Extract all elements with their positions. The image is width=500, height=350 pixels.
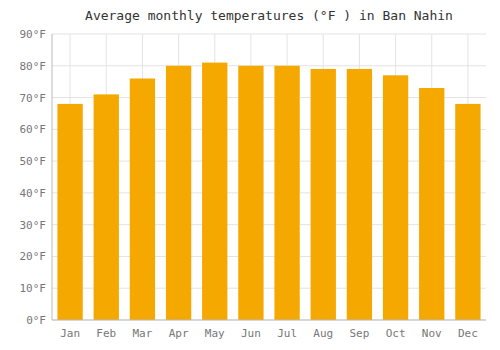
y-tick-label: 80°F bbox=[20, 60, 47, 73]
x-tick-label: Sep bbox=[349, 327, 369, 340]
title: Average monthly temperatures (°F ) in Ba… bbox=[85, 8, 453, 23]
x-tick-label: Mar bbox=[132, 327, 152, 340]
y-grid-line bbox=[52, 34, 486, 35]
bar bbox=[311, 69, 336, 320]
bar bbox=[455, 104, 480, 320]
x-tick-label: Jun bbox=[241, 327, 261, 340]
y-axis-line bbox=[52, 34, 53, 320]
chart-container: Average monthly temperatures (°F ) in Ba… bbox=[0, 0, 500, 350]
x-tick-label: Jul bbox=[277, 327, 297, 340]
y-tick-label: 40°F bbox=[20, 187, 47, 200]
x-tick-label: Nov bbox=[422, 327, 442, 340]
y-tick-label: 60°F bbox=[20, 123, 47, 136]
bar bbox=[383, 75, 408, 320]
x-tick-label: Feb bbox=[96, 327, 116, 340]
x-tick-label: Dec bbox=[458, 327, 478, 340]
chart: Average monthly temperatures (°F ) in Ba… bbox=[0, 0, 500, 350]
bar bbox=[202, 63, 227, 320]
x-tick-label: Aug bbox=[313, 327, 333, 340]
y-tick-label: 90°F bbox=[20, 28, 47, 41]
bar bbox=[57, 104, 82, 320]
bar bbox=[94, 94, 119, 320]
y-tick-label: 50°F bbox=[20, 155, 47, 168]
grid bbox=[52, 34, 486, 320]
bar bbox=[419, 88, 444, 320]
y-grid-line bbox=[52, 65, 486, 66]
y-tick-label: 10°F bbox=[20, 282, 47, 295]
x-tick-label: Jan bbox=[60, 327, 80, 340]
y-tick-label: 20°F bbox=[20, 250, 47, 263]
x-tick-label: May bbox=[205, 327, 225, 340]
bar bbox=[238, 66, 263, 320]
x-tick-label: Oct bbox=[386, 327, 406, 340]
bars bbox=[57, 63, 480, 320]
y-tick-label: 0°F bbox=[26, 314, 46, 327]
y-grid-line bbox=[52, 320, 486, 321]
bar bbox=[347, 69, 372, 320]
bar bbox=[274, 66, 299, 320]
x-axis-line bbox=[52, 320, 486, 321]
y-tick-label: 30°F bbox=[20, 219, 47, 232]
y-tick-label: 70°F bbox=[20, 92, 47, 105]
x-tick-label: Apr bbox=[169, 327, 189, 340]
bar bbox=[130, 78, 155, 320]
bar bbox=[166, 66, 191, 320]
